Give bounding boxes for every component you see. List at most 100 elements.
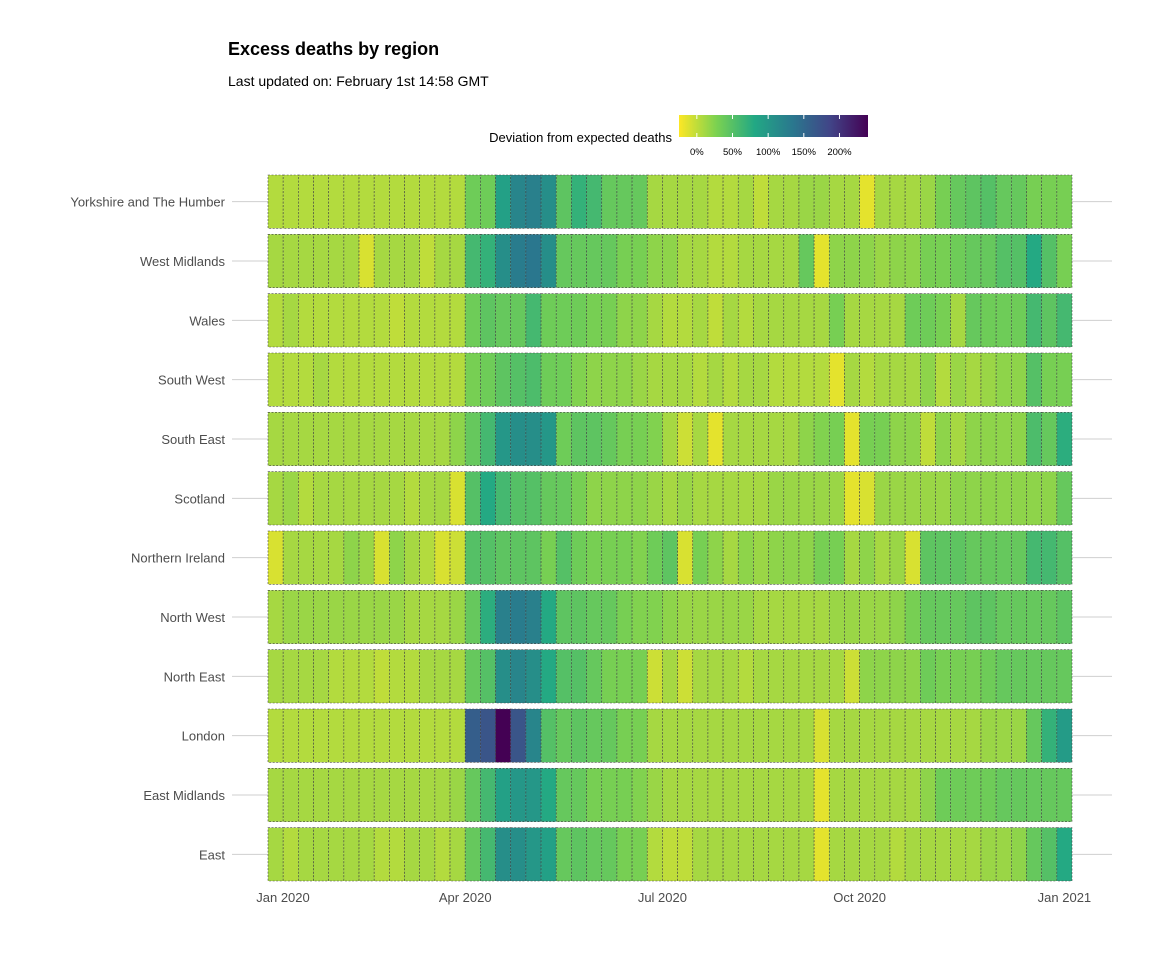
heatmap-cell [1011,708,1027,763]
heatmap-cell [449,708,466,763]
heatmap-cell [692,471,709,526]
heatmap-cell [313,293,329,348]
heatmap-cell [601,293,618,348]
heatmap-cell [798,471,815,526]
heatmap-cell [753,471,769,526]
heatmap-cell [389,352,405,407]
heatmap-cell [935,352,951,407]
heatmap-cell [1041,768,1058,822]
heatmap-cell [328,768,345,822]
heatmap-cell [844,234,860,288]
heatmap-cell [434,174,451,229]
heatmap-cell [282,768,299,822]
heatmap-cell [540,530,557,585]
heatmap-cell [889,174,906,229]
heatmap-cell [965,471,982,526]
heatmap-cell [358,768,375,822]
heatmap-cell [525,768,542,822]
heatmap-cell [965,530,982,585]
heatmap-cell [298,293,314,348]
heatmap-cell [859,649,876,704]
heatmap-cell [1041,530,1058,585]
heatmap-cell [1011,174,1027,229]
heatmap-cell [662,708,678,763]
heatmap-cell [404,708,420,763]
heatmap-cell [328,649,345,704]
heatmap-cell [298,412,314,466]
heatmap-cell [753,530,769,585]
heatmap-cell [540,827,557,882]
heatmap-cell [434,471,451,526]
heatmap-cell [555,827,572,882]
legend-tick-label: 150% [792,147,817,158]
heatmap-cell [677,352,694,407]
heatmap-cell [965,412,982,466]
heatmap-cell [798,530,815,585]
heatmap-cell [510,293,527,348]
heatmap-row [267,649,1073,704]
heatmap-cell [404,590,420,644]
heatmap-cell [783,471,800,526]
heatmap-cell [601,174,618,229]
heatmap-cell [965,768,982,822]
heatmap-cell [601,234,618,288]
heatmap-cell [783,590,800,644]
heatmap-cell [267,471,284,526]
heatmap-cell [919,352,936,407]
heatmap-cell [389,471,405,526]
heatmap-cell [555,412,572,466]
heatmap-cell [358,352,375,407]
heatmap-cell [343,708,360,763]
heatmap-cell [707,590,724,644]
heatmap-cell [389,708,405,763]
heatmap-cell [586,234,603,288]
heatmap-cell [722,590,739,644]
heatmap-cell [798,768,815,822]
heatmap-cell [373,471,390,526]
heatmap-cell [510,708,527,763]
heatmap-cell [1011,352,1027,407]
heatmap-cell [464,352,481,407]
heatmap-cell [510,590,527,644]
heatmap-cell [692,352,709,407]
heatmap-cell [722,412,739,466]
heatmap-cell [783,234,800,288]
heatmap-cell [358,649,375,704]
heatmap-cell [662,649,678,704]
heatmap-cell [313,234,329,288]
heatmap-cell [267,530,284,585]
heatmap-cell [267,293,284,348]
heatmap-cell [313,649,329,704]
heatmap-cell [464,530,481,585]
heatmap-cell [692,768,709,822]
y-axis-label: North East [164,669,226,684]
heatmap-cell [965,293,982,348]
heatmap-cell [1011,412,1027,466]
heatmap-cell [267,352,284,407]
heatmap-cell [586,708,603,763]
heatmap-cell [525,590,542,644]
heatmap-cell [328,530,345,585]
heatmap-cell [586,827,603,882]
heatmap-cell [434,530,451,585]
heatmap-cell [586,768,603,822]
heatmap-cell [692,412,709,466]
heatmap-cell [783,352,800,407]
heatmap-cell [935,471,951,526]
heatmap-cell [631,708,648,763]
heatmap-cell [525,352,542,407]
legend-colorbar [679,115,868,137]
heatmap-cell [555,768,572,822]
heatmap-cell [419,649,436,704]
heatmap-cell [874,590,891,644]
heatmap-cell [586,649,603,704]
heatmap-cell [965,708,982,763]
heatmap-cell [571,234,587,288]
heatmap-cell [343,234,360,288]
heatmap-cell [798,174,815,229]
heatmap-cell [343,412,360,466]
heatmap-cell [434,708,451,763]
y-axis-label: East Midlands [143,788,225,803]
heatmap-cell [434,827,451,882]
heatmap-cell [783,412,800,466]
